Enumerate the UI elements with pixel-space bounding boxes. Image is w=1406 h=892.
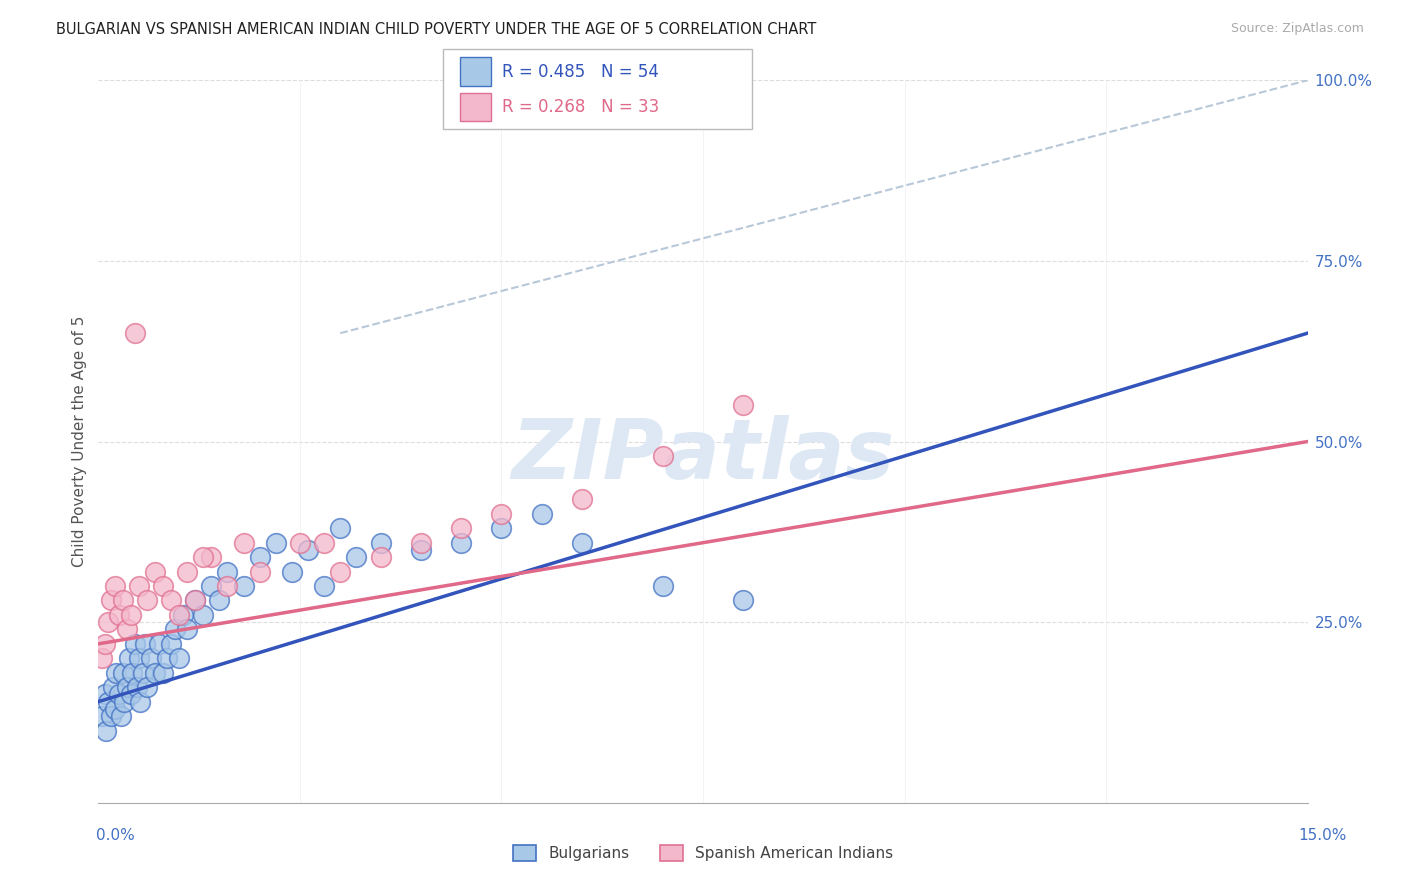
Point [200, 579, 222, 593]
Point [124, 637, 146, 651]
Point [409, 535, 432, 549]
Point [409, 542, 432, 557]
Point [105, 665, 128, 680]
Point [733, 593, 755, 607]
Point [94, 637, 117, 651]
Point [120, 687, 142, 701]
Point [152, 665, 174, 680]
Point [217, 565, 239, 579]
Text: ZIP​atlas: ZIP​atlas [512, 416, 894, 497]
Point [232, 535, 254, 549]
Point [107, 607, 129, 622]
Text: BULGARIAN VS SPANISH AMERICAN INDIAN CHILD POVERTY UNDER THE AGE OF 5 CORRELATIO: BULGARIAN VS SPANISH AMERICAN INDIAN CHI… [56, 22, 817, 37]
Point [232, 579, 254, 593]
Point [314, 579, 336, 593]
Point [143, 565, 166, 579]
Point [129, 695, 152, 709]
Text: R = 0.268   N = 33: R = 0.268 N = 33 [502, 98, 659, 116]
Point [128, 579, 150, 593]
Point [115, 623, 138, 637]
Point [91, 651, 114, 665]
Point [249, 565, 271, 579]
Point [128, 651, 150, 665]
Point [193, 550, 215, 565]
Text: 0.0%: 0.0% [96, 828, 135, 843]
Point [491, 521, 513, 535]
Text: R = 0.485   N = 54: R = 0.485 N = 54 [502, 62, 659, 80]
Point [314, 535, 336, 549]
Point [184, 593, 207, 607]
Point [264, 535, 287, 549]
Point [100, 709, 122, 723]
Point [111, 593, 134, 607]
Point [176, 623, 198, 637]
Point [103, 579, 125, 593]
Point [156, 651, 179, 665]
Point [100, 593, 122, 607]
Point [344, 550, 367, 565]
Point [112, 695, 135, 709]
Point [121, 665, 143, 680]
Point [124, 326, 146, 341]
Point [193, 607, 215, 622]
Point [370, 535, 392, 549]
Point [160, 593, 183, 607]
Point [530, 507, 553, 521]
Point [94, 687, 117, 701]
Point [733, 398, 755, 412]
Point [107, 687, 129, 701]
Point [491, 507, 513, 521]
Point [101, 680, 124, 694]
Point [176, 565, 198, 579]
Point [450, 535, 472, 549]
Point [160, 637, 183, 651]
Y-axis label: Child Poverty Under the Age of 5: Child Poverty Under the Age of 5 [72, 316, 87, 567]
Point [651, 579, 673, 593]
Point [148, 637, 170, 651]
Point [139, 651, 162, 665]
Point [91, 709, 114, 723]
Point [115, 680, 138, 694]
Point [103, 702, 125, 716]
Point [163, 623, 186, 637]
Point [297, 542, 319, 557]
Point [329, 565, 352, 579]
Point [281, 565, 304, 579]
Text: Source: ZipAtlas.com: Source: ZipAtlas.com [1230, 22, 1364, 36]
Point [167, 651, 190, 665]
Point [184, 593, 207, 607]
Point [96, 723, 118, 738]
Point [208, 593, 231, 607]
Point [217, 579, 239, 593]
Point [111, 665, 134, 680]
Point [172, 607, 194, 622]
Point [97, 695, 120, 709]
Point [135, 680, 157, 694]
Point [97, 615, 120, 630]
Point [450, 521, 472, 535]
Point [127, 680, 149, 694]
Point [118, 651, 141, 665]
Text: 15.0%: 15.0% [1299, 828, 1347, 843]
Point [132, 665, 155, 680]
Legend: Bulgarians, Spanish American Indians: Bulgarians, Spanish American Indians [506, 839, 900, 867]
Point [249, 550, 271, 565]
Point [143, 665, 166, 680]
Point [110, 709, 132, 723]
Point [135, 593, 157, 607]
Point [152, 579, 174, 593]
Point [370, 550, 392, 565]
Point [651, 449, 673, 463]
Point [200, 550, 222, 565]
Point [120, 607, 142, 622]
Point [167, 607, 190, 622]
Point [134, 637, 156, 651]
Point [571, 492, 593, 507]
Point [329, 521, 352, 535]
Point [571, 535, 593, 549]
Point [288, 535, 311, 549]
